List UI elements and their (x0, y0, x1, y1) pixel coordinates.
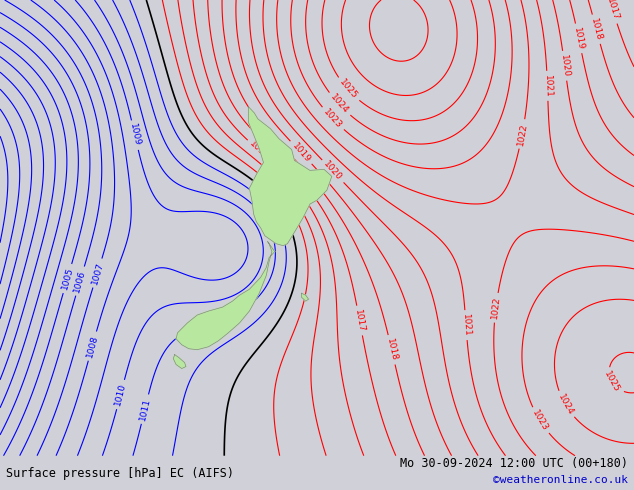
Text: 1009: 1009 (128, 123, 142, 147)
Text: 1020: 1020 (559, 54, 571, 78)
Text: 1019: 1019 (290, 141, 312, 164)
Text: 1018: 1018 (589, 17, 604, 42)
Polygon shape (173, 355, 186, 368)
Text: 1023: 1023 (530, 409, 550, 433)
Text: 1007: 1007 (90, 261, 105, 285)
Polygon shape (176, 242, 275, 350)
Text: 1020: 1020 (322, 160, 344, 183)
Text: 1022: 1022 (490, 296, 501, 319)
Text: 1010: 1010 (113, 382, 127, 407)
Text: ©weatheronline.co.uk: ©weatheronline.co.uk (493, 475, 628, 485)
Text: 1008: 1008 (85, 334, 100, 358)
Text: 1021: 1021 (461, 314, 471, 337)
Text: 1011: 1011 (138, 397, 152, 421)
Text: 1025: 1025 (603, 369, 621, 394)
Text: 1024: 1024 (328, 93, 350, 116)
Text: 1022: 1022 (516, 122, 529, 146)
Text: 1016: 1016 (248, 140, 271, 162)
Text: 1024: 1024 (556, 392, 575, 416)
Text: 1025: 1025 (337, 78, 359, 101)
Text: 1005: 1005 (60, 266, 75, 291)
Polygon shape (249, 107, 332, 245)
Text: 1023: 1023 (321, 107, 344, 130)
Polygon shape (302, 293, 309, 301)
Text: Surface pressure [hPa] EC (AIFS): Surface pressure [hPa] EC (AIFS) (6, 467, 235, 480)
Text: 1017: 1017 (605, 0, 620, 22)
Text: 1018: 1018 (385, 338, 399, 362)
Text: 1017: 1017 (353, 308, 366, 333)
Text: 1006: 1006 (73, 269, 87, 294)
Text: Mo 30-09-2024 12:00 UTC (00+180): Mo 30-09-2024 12:00 UTC (00+180) (399, 457, 628, 470)
Text: 1021: 1021 (543, 74, 552, 98)
Text: 1019: 1019 (572, 26, 585, 50)
